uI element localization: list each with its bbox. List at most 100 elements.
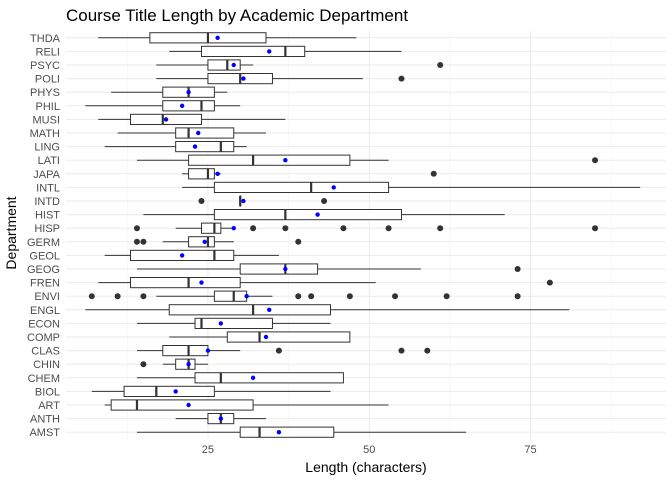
- y-tick-label: PHYS: [30, 87, 60, 99]
- iqr-box: [213, 181, 390, 194]
- outlier-point: [295, 238, 302, 245]
- iqr-box: [110, 399, 254, 411]
- x-axis-ticks: 25 50 75: [202, 444, 537, 456]
- y-tick-label: LATI: [38, 155, 60, 167]
- iqr-box: [175, 127, 235, 139]
- chart-title: Course Title Length by Academic Departme…: [66, 6, 408, 25]
- iqr-box: [200, 222, 222, 234]
- box-comp: [169, 331, 351, 343]
- mean-point: [179, 253, 185, 258]
- iqr-box: [175, 141, 235, 153]
- outlier-point: [133, 238, 140, 245]
- mean-point: [331, 185, 336, 190]
- box-engl: [85, 304, 570, 316]
- y-tick-label: ANTH: [30, 414, 60, 426]
- box-amst: [136, 426, 466, 438]
- y-tick-label: CHEM: [28, 373, 60, 385]
- box-phys: [111, 86, 228, 98]
- box-hist: [143, 209, 505, 221]
- outlier-point: [250, 225, 257, 232]
- mean-point: [231, 226, 236, 231]
- mean-point: [241, 76, 246, 81]
- outlier-point: [321, 198, 328, 204]
- y-tick-label: ECON: [28, 318, 60, 330]
- mean-point: [215, 171, 220, 176]
- y-tick-label: ART: [38, 400, 60, 412]
- iqr-box: [200, 45, 306, 57]
- box-japa: [182, 168, 437, 180]
- outlier-point: [385, 225, 392, 232]
- y-tick-label: THDA: [30, 33, 61, 45]
- mean-point: [205, 348, 211, 353]
- x-tick-label: 75: [524, 444, 536, 456]
- outlier-point: [340, 225, 347, 232]
- outlier-point: [275, 347, 282, 354]
- y-tick-label: INTD: [34, 196, 60, 208]
- box-geol: [104, 249, 279, 262]
- iqr-box: [188, 236, 215, 248]
- outlier-point: [140, 361, 147, 368]
- y-tick-label: GEOG: [27, 264, 60, 276]
- mean-point: [276, 430, 282, 435]
- box-envi: [88, 290, 521, 302]
- x-axis-title: Length (characters): [305, 459, 426, 475]
- mean-point: [218, 416, 224, 421]
- box-biol: [91, 385, 331, 397]
- y-tick-label: GEOL: [29, 250, 60, 262]
- mean-point: [263, 334, 269, 340]
- outlier-point: [592, 157, 599, 164]
- box-art: [104, 399, 389, 411]
- iqr-box: [194, 372, 344, 384]
- outlier-point: [133, 225, 140, 232]
- y-axis-title: Department: [3, 196, 19, 269]
- mean-point: [244, 294, 249, 299]
- y-tick-label: CLAS: [31, 346, 60, 358]
- box-clas: [136, 345, 431, 357]
- outlier-point: [140, 293, 147, 300]
- box-hisp: [133, 222, 599, 234]
- y-tick-label: LING: [34, 142, 60, 154]
- box-psyc: [156, 59, 444, 71]
- y-tick-label: BIOL: [35, 386, 60, 398]
- iqr-box: [213, 209, 402, 221]
- box-anth: [175, 413, 266, 425]
- box-econ: [136, 317, 331, 329]
- iqr-box: [175, 358, 196, 370]
- box-thda: [98, 32, 357, 44]
- y-tick-label: GERM: [27, 237, 60, 249]
- y-tick-label: CHIN: [33, 359, 60, 371]
- iqr-box: [239, 263, 319, 275]
- y-tick-label: INTL: [36, 182, 60, 194]
- box-math: [117, 127, 266, 139]
- mean-point: [250, 375, 256, 380]
- iqr-box: [188, 154, 351, 166]
- box-musi: [98, 113, 286, 126]
- mean-point: [215, 35, 220, 40]
- mean-point: [163, 117, 169, 122]
- outlier-point: [546, 279, 553, 286]
- mean-point: [315, 212, 320, 217]
- iqr-box: [123, 385, 215, 397]
- outlier-point: [424, 347, 431, 354]
- outlier-point: [592, 225, 599, 232]
- box-fren: [98, 277, 553, 289]
- mean-point: [186, 90, 191, 95]
- mean-point: [173, 389, 178, 394]
- mean-point: [186, 362, 191, 367]
- outlier-point: [140, 238, 147, 245]
- outlier-point: [398, 75, 405, 82]
- outlier-point: [198, 198, 205, 204]
- outlier-point: [443, 293, 450, 300]
- y-tick-label: COMP: [27, 332, 60, 344]
- mean-point: [283, 158, 288, 163]
- iqr-box: [194, 317, 273, 329]
- y-tick-label: PHIL: [36, 101, 60, 113]
- outlier-point: [295, 293, 302, 300]
- y-tick-label: MATH: [30, 128, 60, 140]
- mean-point: [196, 130, 201, 136]
- outlier-point: [308, 293, 315, 300]
- iqr-box: [239, 426, 335, 438]
- y-tick-label: AMST: [29, 427, 60, 439]
- outlier-point: [88, 293, 95, 300]
- iqr-box: [162, 100, 215, 112]
